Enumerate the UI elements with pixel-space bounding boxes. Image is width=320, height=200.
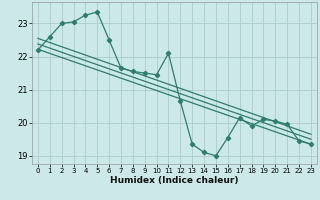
X-axis label: Humidex (Indice chaleur): Humidex (Indice chaleur) <box>110 176 239 185</box>
